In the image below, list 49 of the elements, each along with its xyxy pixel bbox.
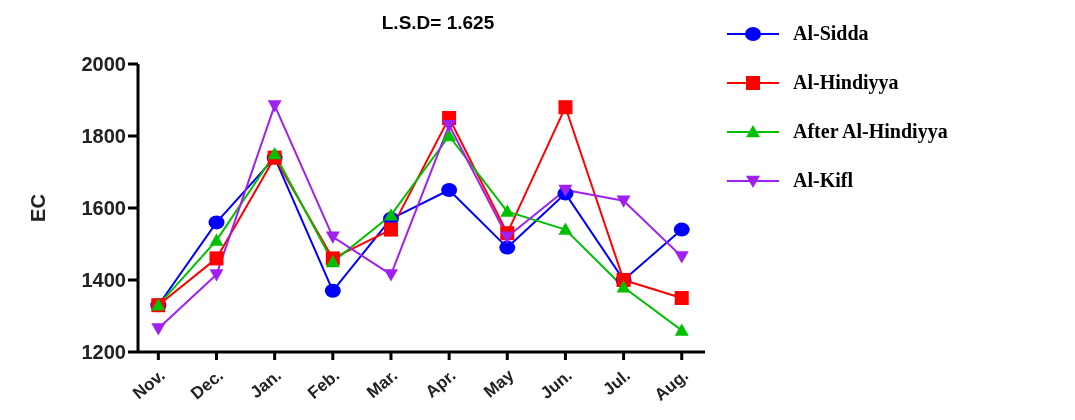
point <box>441 183 458 197</box>
y-tick-label: 1200 <box>81 341 126 364</box>
point <box>673 222 690 237</box>
x-tick-label: Apr. <box>421 365 460 402</box>
legend-label: Al-Sidda <box>793 22 869 45</box>
x-tick-label: Jan. <box>246 365 285 403</box>
point <box>267 147 282 160</box>
legend-label: Al-Kifl <box>793 169 853 192</box>
point <box>383 208 398 221</box>
point <box>151 323 166 336</box>
point <box>383 222 398 237</box>
point <box>209 233 224 246</box>
x-tick-label: Jul. <box>599 365 634 400</box>
point <box>558 222 573 235</box>
point <box>325 231 340 244</box>
point <box>500 204 515 217</box>
x-tick-label: Jun. <box>536 365 576 403</box>
point <box>500 231 515 244</box>
x-tick-label: Dec. <box>187 365 227 404</box>
point <box>674 251 689 264</box>
point <box>616 280 631 293</box>
point <box>558 100 573 115</box>
point <box>558 184 573 197</box>
legend-label: Al-Hindiyya <box>793 71 899 94</box>
point <box>209 251 224 266</box>
point <box>442 119 457 133</box>
point <box>324 283 341 298</box>
x-tick-label: Nov. <box>129 365 169 404</box>
y-tick-label: 2000 <box>81 53 126 76</box>
point <box>325 255 340 268</box>
x-tick-label: Aug. <box>650 365 693 405</box>
y-tick-label: 1400 <box>81 269 126 292</box>
x-tick-label: May <box>480 365 519 402</box>
legend-label: After Al-Hindiyya <box>793 120 948 143</box>
x-tick-label: Feb. <box>304 365 344 403</box>
y-axis-title: EC <box>27 194 50 222</box>
point <box>674 291 689 305</box>
point <box>442 129 457 142</box>
y-tick-label: 1600 <box>81 197 126 220</box>
point <box>499 240 516 255</box>
point <box>674 323 689 336</box>
point <box>208 215 225 230</box>
point <box>267 100 282 113</box>
point <box>209 269 224 282</box>
point <box>616 195 631 208</box>
y-tick-label: 1800 <box>81 125 126 148</box>
chart-title: L.S.D= 1.625 <box>380 12 496 34</box>
point <box>383 269 398 282</box>
x-tick-label: Mar. <box>363 365 402 403</box>
